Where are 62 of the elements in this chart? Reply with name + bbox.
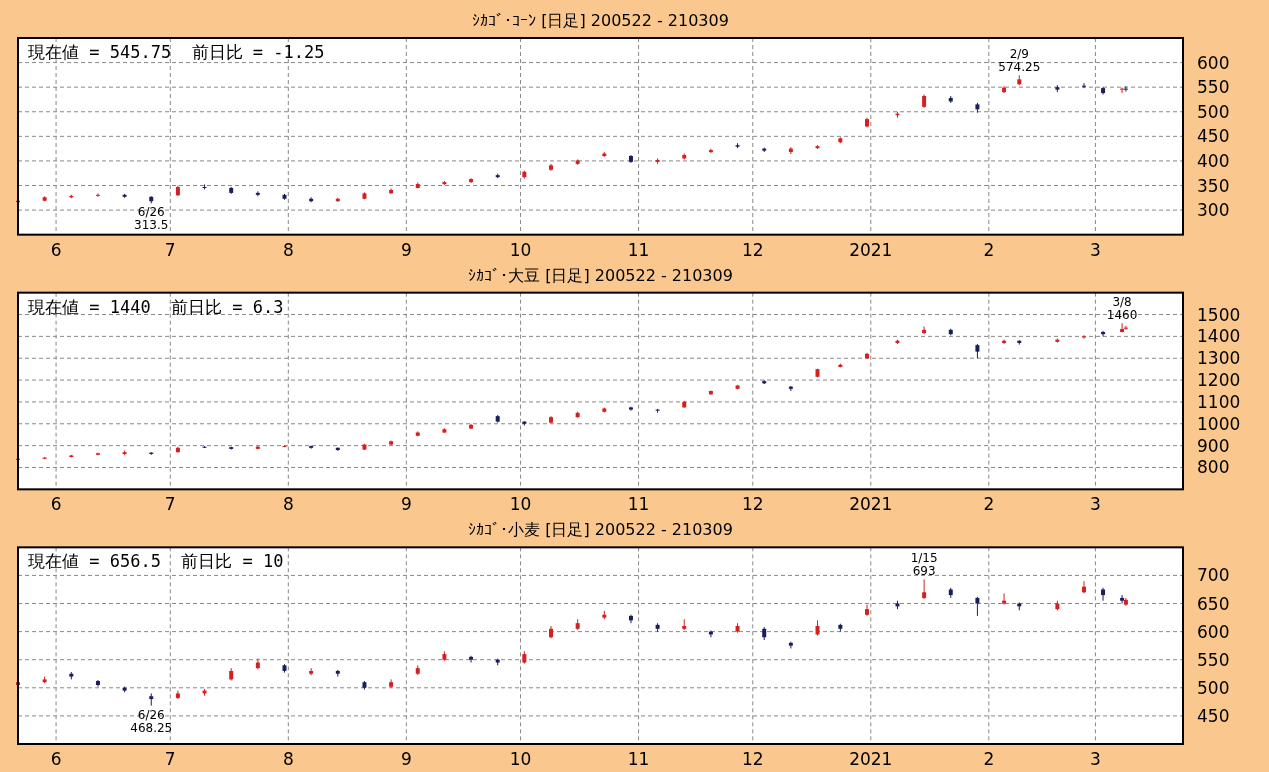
annotation: 6/26 468.25 — [130, 707, 173, 735]
y-tick-label: 1300 — [1197, 348, 1241, 369]
x-tick-label: 12 — [741, 749, 764, 769]
y-tick-label: 400 — [1197, 150, 1230, 171]
x-tick-label: 3 — [1090, 239, 1101, 260]
x-tick-label: 10 — [509, 749, 532, 769]
x-tick-label: 12 — [741, 239, 764, 260]
annotation: 3/8 1460 — [1106, 295, 1138, 323]
x-tick-label: 2021 — [849, 239, 893, 260]
x-tick-label: 12 — [741, 494, 764, 515]
y-tick-label: 800 — [1197, 457, 1230, 478]
annotation: 現在値 = 656.5 前日比 = 10 — [28, 551, 284, 572]
y-tick-label: 900 — [1197, 435, 1230, 456]
y-tick-label: 450 — [1197, 126, 1230, 147]
x-tick-label: 11 — [627, 749, 650, 769]
x-tick-label: 8 — [282, 749, 294, 769]
x-tick-label: 9 — [400, 749, 412, 769]
x-tick-label: 6 — [50, 749, 62, 769]
chart-title: ｼｶｺﾞ･小麦 [日足] 200522 - 210309 — [468, 520, 733, 540]
x-tick-label: 7 — [164, 239, 176, 260]
annotation: 1/15 693 — [910, 551, 938, 579]
x-tick-label: 11 — [627, 239, 650, 260]
x-tick-label: 2021 — [849, 749, 893, 769]
chart-title: ｼｶｺﾞ･大豆 [日足] 200522 - 210309 — [468, 265, 733, 285]
x-tick-label: 11 — [627, 494, 650, 515]
y-tick-label: 1500 — [1197, 304, 1241, 325]
x-tick-label: 9 — [400, 494, 412, 515]
x-tick-label: 2021 — [849, 494, 893, 515]
y-tick-label: 1000 — [1197, 413, 1241, 434]
x-tick-label: 2 — [983, 494, 995, 515]
x-tick-label: 8 — [282, 494, 294, 515]
x-tick-label: 9 — [400, 239, 412, 260]
y-tick-label: 450 — [1197, 705, 1230, 726]
y-tick-label: 500 — [1197, 677, 1230, 698]
y-tick-label: 550 — [1197, 77, 1230, 98]
y-tick-label: 1400 — [1197, 326, 1241, 347]
chart-title: ｼｶｺﾞ･ｺｰﾝ [日足] 200522 - 210309 — [472, 11, 729, 30]
x-tick-label: 7 — [164, 494, 176, 515]
x-tick-label: 2 — [983, 239, 995, 260]
annotation: 現在値 = 1440 前日比 = 6.3 — [28, 296, 284, 317]
y-tick-label: 350 — [1197, 175, 1230, 196]
y-tick-label: 600 — [1197, 52, 1230, 73]
y-tick-label: 600 — [1197, 621, 1230, 642]
y-tick-label: 1100 — [1197, 391, 1241, 412]
y-tick-label: 700 — [1197, 565, 1230, 586]
x-tick-label: 3 — [1090, 494, 1101, 515]
y-tick-label: 650 — [1197, 593, 1230, 614]
x-tick-label: 10 — [509, 239, 532, 260]
y-tick-label: 550 — [1197, 649, 1230, 670]
y-tick-label: 300 — [1197, 200, 1230, 221]
x-tick-label: 10 — [509, 494, 532, 515]
annotation: 現在値 = 545.75 前日比 = -1.25 — [28, 42, 325, 62]
x-tick-label: 8 — [282, 239, 294, 260]
x-tick-label: 6 — [50, 239, 62, 260]
y-tick-label: 1200 — [1197, 370, 1241, 391]
annotation: 6/26 313.5 — [134, 205, 169, 233]
x-tick-label: 6 — [50, 494, 62, 515]
x-tick-label: 2 — [983, 749, 995, 769]
y-tick-label: 500 — [1197, 101, 1230, 122]
x-tick-label: 3 — [1090, 749, 1101, 769]
x-tick-label: 7 — [164, 749, 176, 769]
annotation: 2/9 574.25 — [998, 47, 1041, 75]
